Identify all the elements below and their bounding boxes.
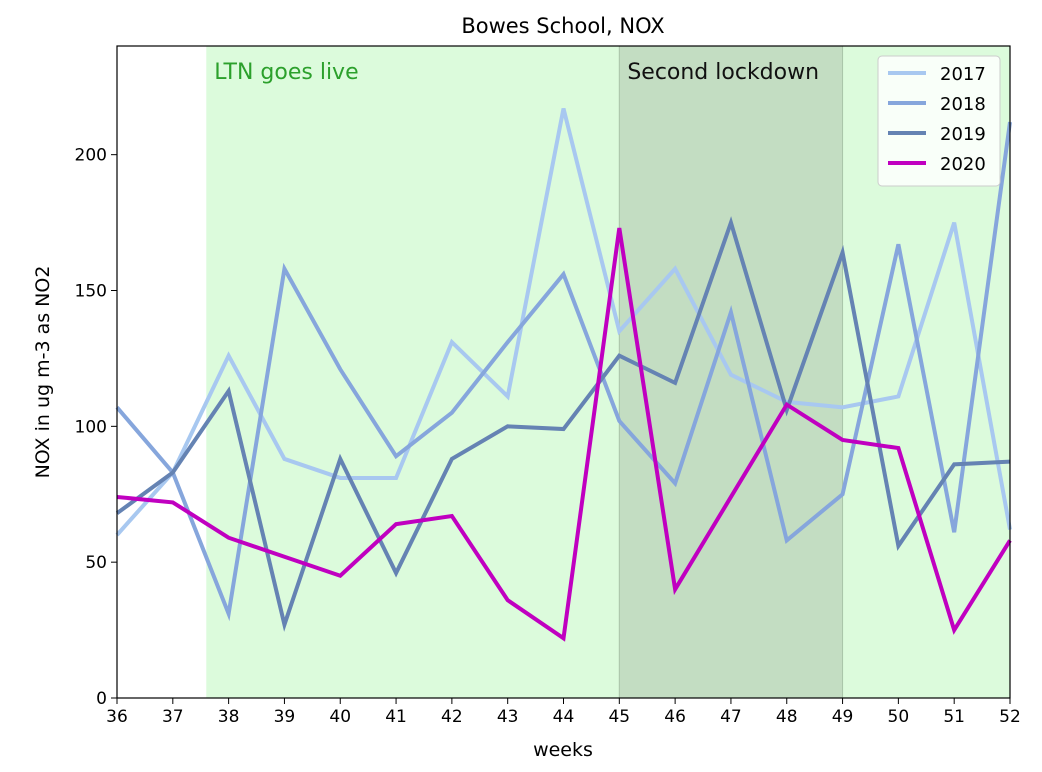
span-annotations: LTN goes live Second lockdown [214, 60, 819, 85]
x-tick-label: 41 [385, 707, 407, 727]
span-label-ltn-goes-live: LTN goes live [214, 60, 358, 85]
x-tick-label: 37 [162, 707, 184, 727]
x-tick-label: 52 [999, 707, 1021, 727]
y-tick-label: 0 [96, 689, 107, 709]
x-tick-label: 42 [441, 707, 463, 727]
x-tick-label: 36 [106, 707, 128, 727]
y-tick-label: 200 [75, 146, 107, 166]
series-lines [115, 107, 1012, 642]
legend-label-2019: 2019 [940, 124, 986, 145]
x-tick-label: 44 [553, 707, 575, 727]
x-axis-label: weeks [533, 739, 593, 761]
span-label-second-lockdown: Second lockdown [627, 60, 819, 85]
x-tick-label: 46 [664, 707, 686, 727]
legend-label-2018: 2018 [940, 94, 986, 115]
series-line-2020 [116, 227, 1012, 642]
x-tick-label: 40 [329, 707, 351, 727]
x-axis: 36 37 38 39 40 41 42 43 44 45 46 47 48 49 50 51 52 [106, 698, 1021, 727]
series-line-2019 [115, 216, 1011, 632]
x-tick-label: 45 [608, 707, 630, 727]
legend-label-2020: 2020 [940, 154, 986, 175]
x-tick-label: 38 [218, 707, 240, 727]
y-tick-label: 150 [75, 282, 107, 302]
x-tick-label: 48 [776, 707, 798, 727]
y-axis: 0 50 100 150 200 [75, 146, 117, 709]
y-tick-label: 50 [85, 553, 107, 573]
series-line-2018 [115, 121, 1012, 622]
x-tick-label: 51 [943, 707, 965, 727]
legend: 2017 2018 2019 2020 [877, 55, 1001, 187]
y-tick-label: 100 [75, 417, 107, 437]
x-tick-label: 50 [888, 707, 910, 727]
legend-box [877, 55, 1001, 187]
x-tick-label: 43 [497, 707, 519, 727]
x-tick-label: 47 [720, 707, 742, 727]
x-tick-label: 49 [832, 707, 854, 727]
chart-title: Bowes School, NOX [461, 14, 664, 38]
x-tick-label: 39 [274, 707, 296, 727]
legend-label-2017: 2017 [940, 64, 986, 85]
y-axis-label: NOX in ug m-3 as NO2 [32, 266, 54, 479]
